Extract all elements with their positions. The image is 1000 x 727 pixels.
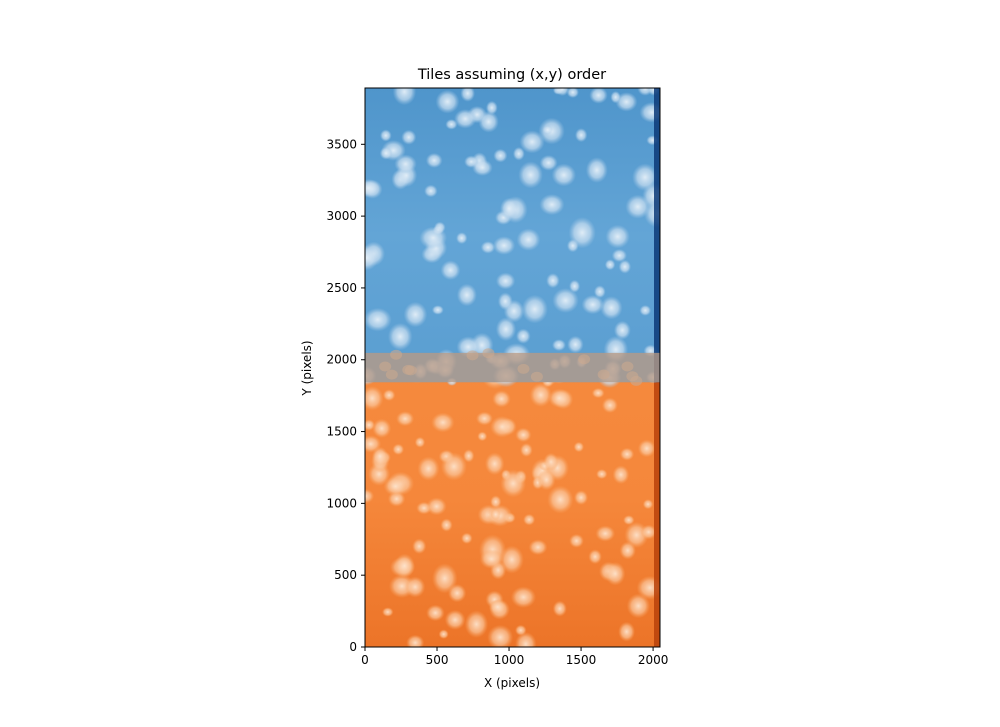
plot-border [364,87,661,648]
y-tick-label: 3500 [326,137,357,151]
axes-frame [364,87,661,648]
y-tick-label: 3000 [326,209,357,223]
x-tick-label: 500 [426,653,449,667]
y-tick-label: 1000 [326,496,357,510]
y-axis-label: Y (pixels) [300,340,314,396]
y-tick-label: 2000 [326,353,357,367]
chart-title: Tiles assuming (x,y) order [417,67,606,83]
y-tick-label: 500 [334,568,357,582]
blue-tile [365,88,660,389]
y-tick-label: 1500 [326,425,357,439]
x-tick-label: 1500 [566,653,597,667]
y-axis: 0 500 1000 1500 2000 2500 3000 3500 [326,137,365,654]
y-tick-label: 0 [349,640,357,654]
image-tiles [365,88,660,647]
x-axis-label: X (pixels) [484,676,540,690]
x-tick-label: 1000 [494,653,525,667]
x-tick-label: 2000 [638,653,669,667]
y-tick-label: 2500 [326,281,357,295]
x-tick-label: 0 [361,653,369,667]
x-axis: 0 500 1000 1500 2000 [361,647,668,667]
